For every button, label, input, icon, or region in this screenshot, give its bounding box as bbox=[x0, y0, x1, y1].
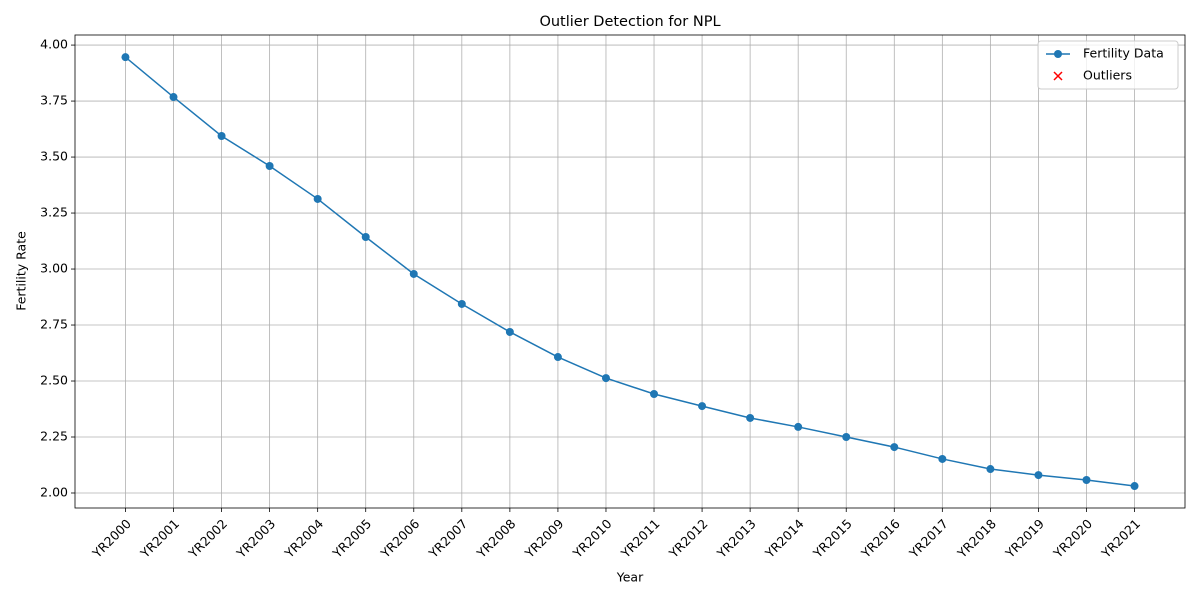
data-point bbox=[169, 93, 178, 102]
y-axis-label: Fertility Rate bbox=[14, 231, 29, 311]
x-axis-label: Year bbox=[616, 570, 644, 585]
data-point bbox=[265, 162, 274, 171]
data-point bbox=[1034, 471, 1043, 480]
data-point bbox=[313, 194, 322, 203]
data-point bbox=[601, 374, 610, 383]
data-point bbox=[505, 327, 514, 336]
legend-label: Outliers bbox=[1083, 68, 1132, 83]
y-tick-label: 2.50 bbox=[40, 373, 68, 388]
data-point bbox=[1130, 482, 1139, 491]
legend-marker bbox=[1054, 50, 1062, 58]
legend-marker bbox=[1053, 71, 1063, 81]
data-point bbox=[361, 233, 370, 242]
data-point bbox=[217, 132, 226, 141]
y-tick-label: 2.00 bbox=[40, 484, 68, 499]
data-point bbox=[698, 402, 707, 411]
data-point bbox=[409, 269, 418, 278]
data-point bbox=[794, 422, 803, 431]
data-point bbox=[650, 390, 659, 399]
data-point bbox=[938, 454, 947, 463]
legend-box bbox=[1037, 40, 1179, 90]
data-point bbox=[553, 353, 562, 362]
y-tick-label: 3.00 bbox=[40, 261, 68, 276]
y-tick-label: 4.00 bbox=[40, 37, 68, 52]
data-point bbox=[842, 433, 851, 442]
data-point bbox=[890, 443, 899, 452]
chart-title: Outlier Detection for NPL bbox=[539, 14, 720, 30]
data-point bbox=[1082, 476, 1091, 485]
data-point bbox=[457, 299, 466, 308]
y-tick-label: 3.50 bbox=[40, 149, 68, 164]
y-tick-label: 3.75 bbox=[40, 93, 68, 108]
y-tick-label: 2.75 bbox=[40, 317, 68, 332]
legend-label: Fertility Data bbox=[1083, 46, 1164, 61]
y-tick-label: 3.25 bbox=[40, 205, 68, 220]
data-point bbox=[986, 465, 995, 474]
y-tick-label: 2.25 bbox=[40, 429, 68, 444]
data-point bbox=[121, 53, 130, 62]
data-point bbox=[746, 413, 755, 422]
data-line bbox=[124, 56, 1135, 487]
plot-frame bbox=[74, 34, 1186, 509]
